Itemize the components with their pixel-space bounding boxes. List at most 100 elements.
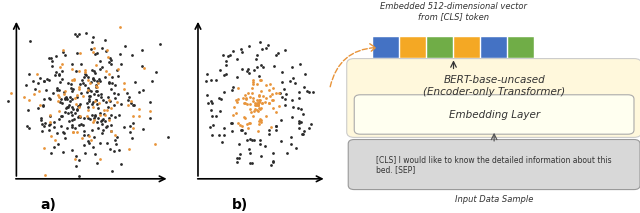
Point: [68, 131, 78, 134]
Point: [66, 86, 76, 89]
Point: [255, 117, 265, 120]
Point: [74, 33, 84, 36]
Point: [69, 32, 79, 35]
Point: [99, 99, 109, 102]
Point: [60, 110, 70, 114]
Point: [93, 94, 104, 97]
Point: [271, 125, 281, 128]
Point: [253, 109, 263, 113]
Point: [245, 161, 255, 165]
Point: [202, 94, 212, 97]
Point: [241, 138, 252, 142]
Point: [83, 89, 93, 92]
Point: [58, 50, 68, 54]
Point: [124, 147, 134, 150]
Point: [6, 91, 16, 95]
Point: [109, 103, 119, 106]
Point: [56, 65, 66, 69]
Point: [125, 102, 136, 105]
Point: [44, 56, 54, 60]
Point: [280, 48, 291, 52]
Point: [50, 138, 60, 142]
Point: [103, 95, 113, 99]
Point: [214, 133, 224, 137]
Point: [89, 69, 99, 72]
Point: [123, 104, 133, 107]
Point: [101, 100, 111, 104]
Point: [85, 117, 95, 120]
Point: [125, 124, 135, 127]
Point: [68, 78, 79, 82]
Point: [233, 87, 243, 90]
Point: [22, 108, 33, 111]
Point: [88, 106, 98, 109]
Point: [67, 149, 77, 152]
Point: [51, 71, 61, 74]
Point: [97, 46, 107, 50]
Point: [260, 96, 271, 99]
Point: [228, 85, 239, 88]
Point: [110, 133, 120, 137]
Point: [29, 93, 39, 96]
Point: [100, 125, 111, 128]
Point: [90, 85, 100, 88]
Point: [92, 79, 102, 83]
Point: [102, 109, 113, 112]
Point: [93, 78, 104, 81]
Point: [59, 92, 69, 96]
Point: [88, 145, 98, 148]
Point: [296, 107, 306, 111]
Point: [56, 97, 66, 101]
Point: [49, 146, 60, 149]
Point: [303, 90, 314, 94]
Point: [264, 95, 275, 98]
Point: [245, 151, 255, 154]
Point: [61, 96, 71, 99]
Point: [65, 99, 75, 102]
Point: [111, 142, 122, 145]
Point: [125, 130, 135, 134]
Point: [247, 91, 257, 95]
Point: [53, 94, 63, 97]
Point: [232, 57, 242, 60]
Point: [39, 147, 49, 150]
Point: [104, 72, 115, 75]
Point: [138, 127, 148, 131]
Point: [106, 129, 116, 132]
Point: [134, 90, 144, 94]
Point: [79, 143, 89, 147]
Point: [92, 89, 102, 92]
Point: [207, 115, 217, 118]
Point: [95, 158, 105, 161]
Point: [257, 101, 267, 105]
Point: [67, 78, 77, 82]
Point: [253, 103, 263, 106]
Point: [258, 94, 268, 98]
Point: [91, 98, 101, 101]
Point: [28, 79, 38, 82]
Point: [207, 101, 217, 105]
Point: [96, 95, 106, 98]
Point: [269, 64, 279, 68]
Point: [252, 53, 262, 56]
Point: [110, 116, 120, 119]
Point: [81, 31, 92, 34]
Point: [302, 89, 312, 93]
Point: [60, 54, 70, 57]
Point: [244, 45, 254, 48]
Point: [294, 96, 304, 100]
Point: [196, 71, 207, 75]
Point: [128, 103, 138, 107]
Point: [285, 79, 296, 82]
Point: [81, 83, 91, 87]
Point: [87, 102, 97, 106]
Point: [255, 138, 266, 141]
Point: [24, 72, 34, 76]
Point: [255, 40, 266, 44]
Point: [25, 40, 35, 43]
Point: [294, 91, 304, 94]
Point: [74, 123, 84, 127]
FancyBboxPatch shape: [347, 59, 640, 137]
Point: [226, 122, 236, 125]
Point: [80, 72, 90, 75]
